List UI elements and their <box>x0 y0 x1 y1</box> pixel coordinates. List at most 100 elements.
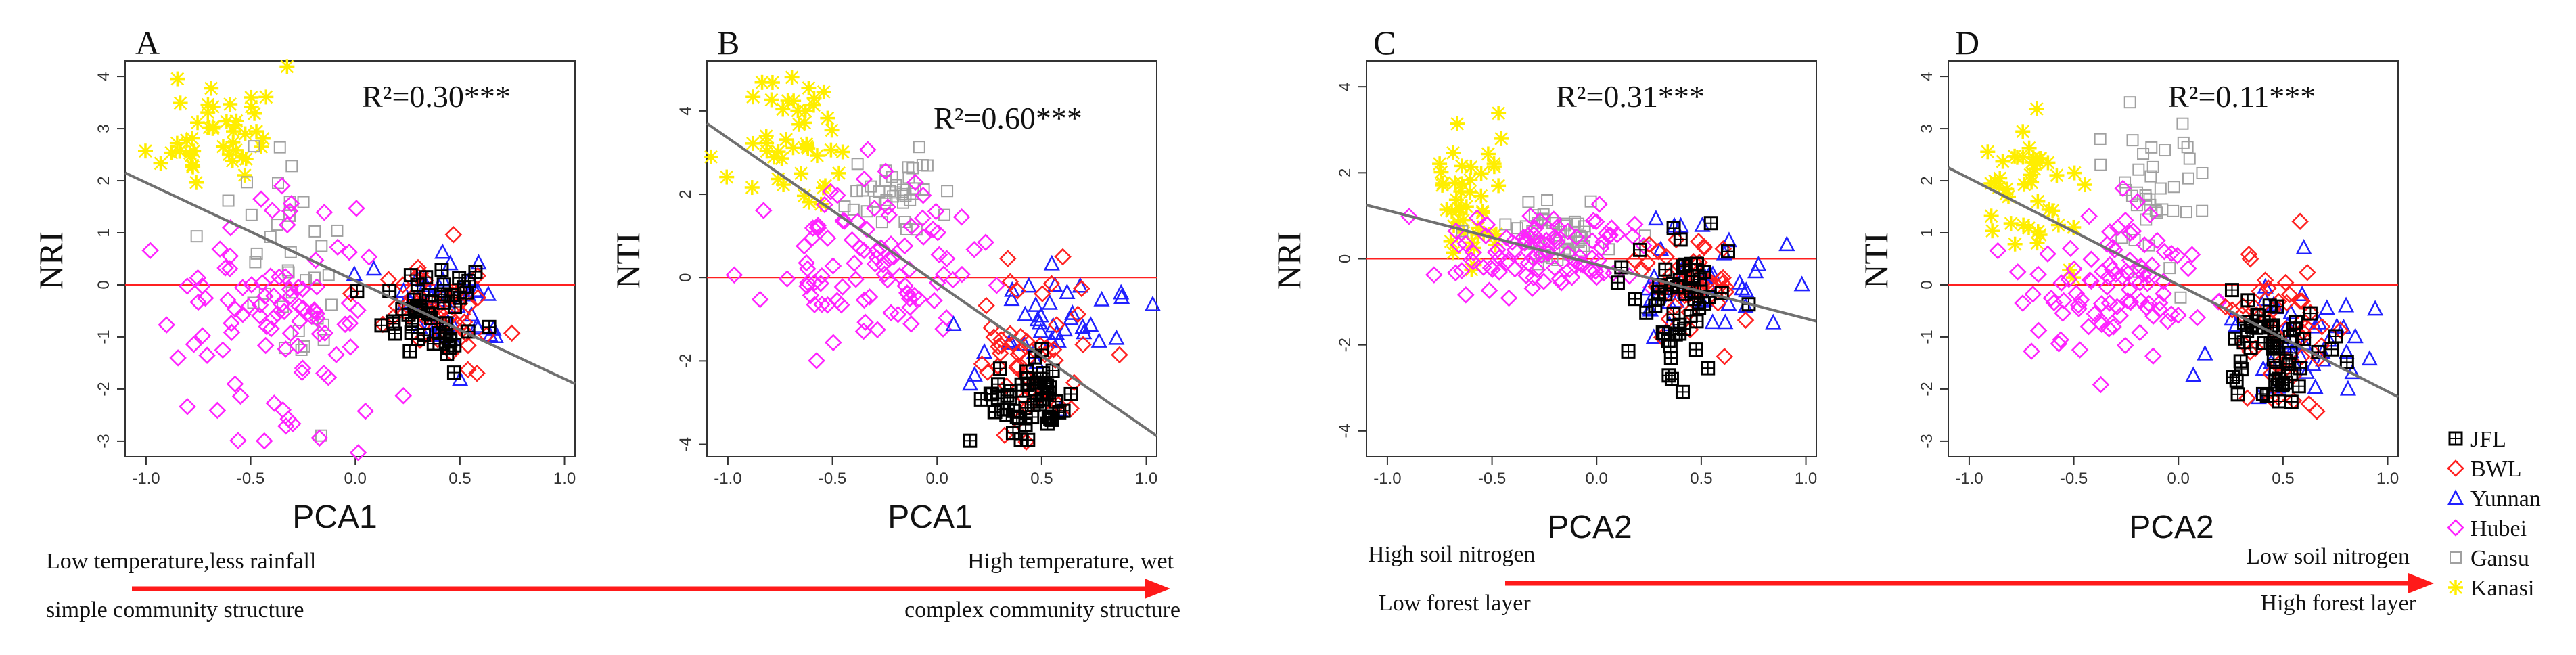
point-hubei <box>308 304 325 323</box>
point-hubei <box>938 250 956 267</box>
point-kanasi <box>1494 131 1509 146</box>
point-kanasi <box>169 135 185 151</box>
point-gansu <box>245 208 258 221</box>
point-hubei <box>1544 210 1563 228</box>
point-gansu <box>913 141 925 154</box>
point-kanasi <box>764 92 779 108</box>
point-hubei <box>211 240 229 258</box>
point-jfl <box>988 404 1003 419</box>
point-kanasi <box>221 147 237 162</box>
point-kanasi <box>1432 156 1448 172</box>
point-gansu <box>896 196 909 209</box>
point-hubei <box>1624 227 1642 245</box>
point-hubei <box>855 291 873 309</box>
point-jfl <box>1063 386 1078 401</box>
caption-right-bottom-left: Low forest layer <box>1379 591 1531 616</box>
point-hubei <box>977 233 994 251</box>
point-gansu <box>248 140 260 153</box>
panel-letter-b: B <box>717 24 739 62</box>
legend-marker-gansu <box>2450 551 2462 564</box>
point-gansu <box>2163 262 2176 275</box>
point-gansu <box>222 194 235 207</box>
point-kanasi <box>1983 208 1999 224</box>
point-bwl <box>999 250 1017 267</box>
point-kanasi <box>170 71 185 87</box>
r2-label-d: R²=0.11*** <box>2168 79 2316 114</box>
point-gansu <box>2154 182 2167 195</box>
point-hubei <box>880 206 898 224</box>
point-kanasi <box>745 135 760 151</box>
point-gansu <box>2146 160 2159 173</box>
point-hubei <box>1480 281 1498 299</box>
point-hubei <box>2045 294 2063 312</box>
point-kanasi <box>2003 216 2019 231</box>
legend-label-gansu: Gansu <box>2470 546 2529 571</box>
point-gansu <box>315 429 327 442</box>
point-kanasi <box>770 144 786 160</box>
point-hubei <box>336 315 354 334</box>
point-hubei <box>808 352 825 369</box>
point-kanasi <box>237 126 253 141</box>
point-bwl <box>1695 239 1713 256</box>
y-tick-label: -2 <box>1918 382 1936 396</box>
point-yunnan <box>2338 296 2355 313</box>
point-gansu <box>295 343 308 356</box>
point-yunnan <box>2318 299 2335 315</box>
point-yunnan <box>442 254 459 271</box>
point-gansu <box>1499 218 1512 231</box>
point-yunnan <box>1064 304 1081 320</box>
point-jfl <box>1648 298 1663 313</box>
point-kanasi <box>2041 202 2056 217</box>
caption-left-arrow-head <box>1145 579 1170 599</box>
point-jfl <box>1042 380 1057 395</box>
point-hubei <box>1500 289 1518 307</box>
point-yunnan <box>2298 363 2315 379</box>
panel-c: C R²=0.31*** PCA2 NRI -1.0 -0.5 0.0 0.5 1.0 … <box>1270 24 1817 545</box>
point-hubei <box>196 289 214 307</box>
point-hubei <box>342 338 359 356</box>
point-gansu <box>873 185 886 198</box>
y-ticks-b: -4 -2 0 2 4 <box>676 106 707 451</box>
point-hubei <box>2054 292 2073 310</box>
y-tick-label: 4 <box>1336 82 1354 91</box>
point-hubei <box>262 267 279 285</box>
point-hubei <box>208 401 227 420</box>
point-hubei <box>843 231 861 249</box>
point-bwl <box>2331 321 2349 339</box>
point-kanasi <box>258 89 274 105</box>
point-gansu <box>2177 136 2190 149</box>
points-c <box>1400 106 1810 399</box>
point-bwl <box>1054 248 1072 266</box>
point-hubei <box>2092 315 2111 334</box>
point-hubei <box>2071 341 2089 359</box>
point-hubei <box>1489 241 1506 258</box>
point-kanasi <box>2067 165 2082 181</box>
point-hubei <box>2121 224 2139 242</box>
legend-label-yunnan: Yunnan <box>2470 487 2541 512</box>
point-hubei <box>308 278 326 296</box>
point-hubei <box>1519 227 1537 244</box>
point-gansu <box>878 197 891 210</box>
point-kanasi <box>2015 124 2031 139</box>
points-d <box>1980 96 2384 420</box>
point-bwl <box>2293 292 2311 310</box>
point-yunnan <box>1704 313 1721 330</box>
point-hubei <box>2065 260 2083 278</box>
point-jfl <box>2283 345 2298 360</box>
point-kanasi <box>2009 150 2025 165</box>
point-hubei <box>854 322 873 340</box>
point-hubei <box>141 242 159 260</box>
point-hubei <box>796 237 813 255</box>
point-bwl <box>1073 279 1090 298</box>
legend-item-gansu: Gansu <box>2450 546 2529 571</box>
point-hubei <box>2209 293 2228 311</box>
point-jfl <box>1621 344 1636 359</box>
point-bwl <box>1017 332 1036 351</box>
point-jfl <box>386 316 401 331</box>
point-yunnan <box>1090 332 1107 348</box>
point-bwl <box>469 267 487 285</box>
point-yunnan <box>2250 388 2267 405</box>
fit-line-c <box>1366 204 1817 323</box>
point-gansu <box>1568 215 1581 228</box>
legend-marker-yunnan <box>2447 489 2464 505</box>
